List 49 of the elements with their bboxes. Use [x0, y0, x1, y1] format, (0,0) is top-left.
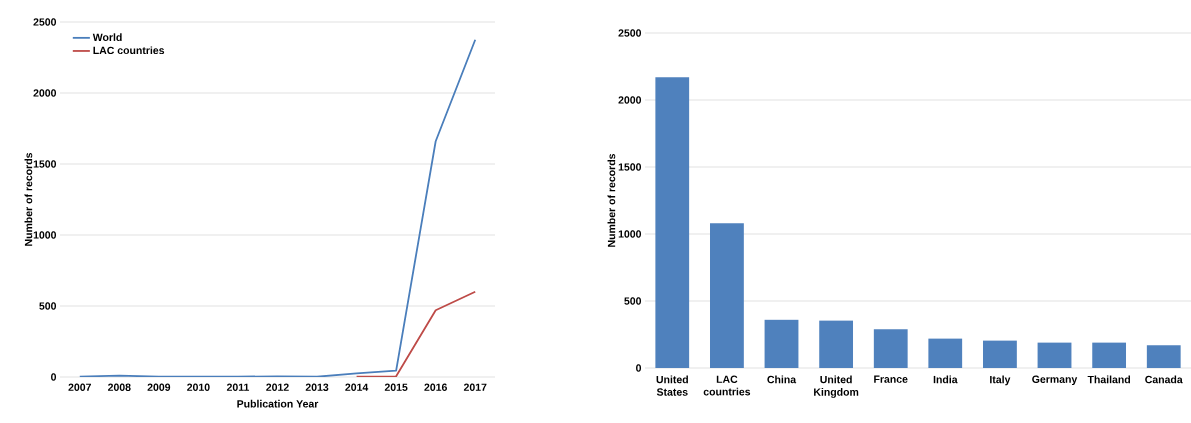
x-tick-label: 2012 [266, 383, 289, 391]
y-tick-label: 2000 [33, 89, 57, 97]
bar [1037, 342, 1072, 368]
x-tick-label: 2010 [187, 383, 210, 391]
y-tick-label: 1500 [33, 160, 57, 168]
line-series [355, 290, 477, 377]
x-tick-label: China [767, 375, 797, 384]
x-tick-label: 2015 [384, 383, 408, 391]
x-tick-label: 2009 [147, 383, 171, 391]
x-tick-label: 2011 [226, 383, 250, 391]
x-tick-label: Canada [1145, 375, 1183, 384]
x-tick-label: 2016 [424, 383, 447, 391]
y-tick-label: 500 [624, 297, 642, 305]
y-axis-title: Number of records [24, 152, 33, 246]
bar [1146, 345, 1181, 368]
y-tick-label: 0 [636, 364, 642, 372]
x-tick-label: United States [656, 375, 688, 396]
x-tick-label: India [933, 375, 958, 384]
y-tick-label: 1000 [618, 230, 642, 238]
bar [928, 338, 963, 368]
x-tick-label: 2017 [463, 383, 487, 391]
legend-label: LAC countries [93, 46, 165, 55]
y-axis-title: Number of records [607, 153, 616, 247]
x-tick-label: France [874, 375, 908, 383]
bar [655, 77, 690, 368]
x-tick-label: United Kingdom [814, 375, 859, 398]
x-tick-label: LAC countries [703, 375, 751, 396]
bar [819, 320, 854, 368]
bar [709, 223, 744, 368]
x-tick-label: 2013 [305, 383, 329, 391]
y-tick-label: 500 [39, 302, 57, 310]
x-tick-label: Thailand [1087, 375, 1131, 384]
x-axis-title: Publication Year [237, 399, 319, 408]
bar [982, 340, 1017, 368]
x-tick-label: Italy [990, 375, 1011, 386]
y-tick-label: 1000 [33, 231, 57, 239]
x-tick-label: 2007 [68, 383, 91, 391]
x-tick-label: 2014 [345, 383, 369, 391]
y-tick-label: 0 [51, 373, 57, 381]
y-tick-label: 2500 [618, 29, 642, 37]
legend-label: World [92, 33, 122, 42]
bar [764, 319, 799, 368]
y-tick-label: 2000 [618, 96, 642, 104]
x-tick-label: 2008 [108, 383, 131, 391]
bar [873, 329, 908, 368]
y-tick-label: 2500 [33, 18, 57, 26]
y-tick-label: 1500 [618, 163, 642, 171]
x-tick-label: Germany [1032, 375, 1078, 386]
bar [1092, 342, 1127, 368]
